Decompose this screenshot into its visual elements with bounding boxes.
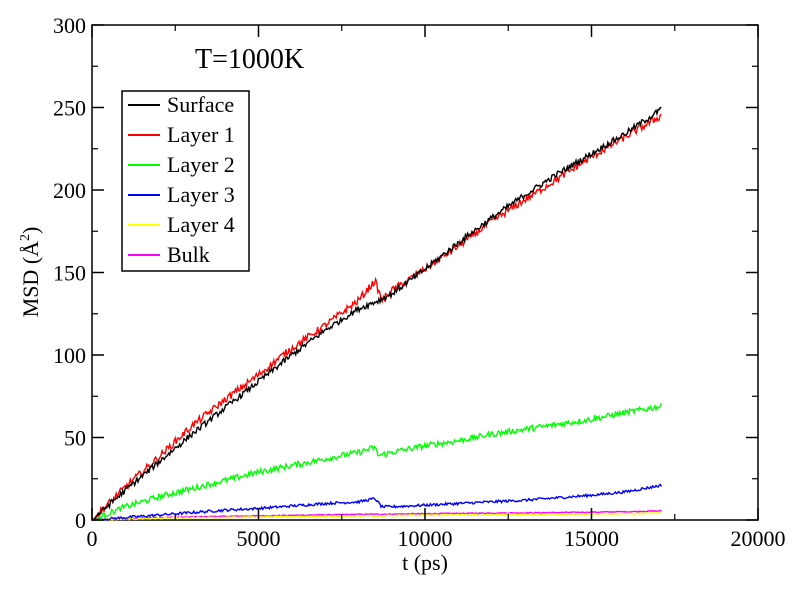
y-axis-label: MSD (Å2)	[18, 227, 43, 318]
series-line-layer-3	[92, 483, 663, 522]
legend-items: Surface Layer 1 Layer 2 Layer 3 Layer 4 Bulk	[128, 92, 235, 267]
series-layer	[91, 106, 663, 522]
legend-label: Layer 2	[167, 152, 235, 177]
y-axis-label-close: )	[18, 227, 43, 234]
legend-box	[121, 90, 250, 272]
x-tick-label: 20000	[731, 526, 786, 551]
y-axis-label-unit: Å	[18, 241, 43, 257]
y-tick-label: 100	[53, 343, 86, 368]
y-tick-label: 300	[53, 13, 86, 38]
x-tick-label: 10000	[398, 526, 453, 551]
series-line-surface	[91, 106, 662, 521]
legend-label: Layer 3	[167, 182, 235, 207]
series-line-layer-4	[91, 511, 662, 521]
series-line-layer-2	[91, 402, 663, 522]
x-tick-label: 0	[87, 526, 98, 551]
y-axis-label-exp: 2	[18, 234, 33, 241]
legend: Surface Layer 1 Layer 2 Layer 3 Layer 4 Bulk	[121, 90, 250, 272]
ticks-layer: 0 5000 10000 15000 20000 0 50 100 150 200 250 300	[53, 13, 786, 551]
x-tick-label: 15000	[564, 526, 619, 551]
y-tick-label: 0	[75, 508, 86, 533]
y-tick-label: 250	[53, 96, 86, 121]
legend-label: Surface	[167, 92, 234, 117]
y-axis-label-main: MSD (	[18, 257, 43, 318]
chart-title: T=1000K	[195, 44, 304, 75]
x-tick-label: 5000	[237, 526, 281, 551]
legend-label: Layer 1	[167, 122, 235, 147]
legend-label: Layer 4	[167, 212, 235, 237]
y-tick-label: 200	[53, 178, 86, 203]
y-tick-label: 150	[53, 261, 86, 286]
y-tick-label: 50	[64, 426, 86, 451]
x-axis-label: t (ps)	[402, 550, 448, 575]
legend-label: Bulk	[167, 242, 210, 267]
